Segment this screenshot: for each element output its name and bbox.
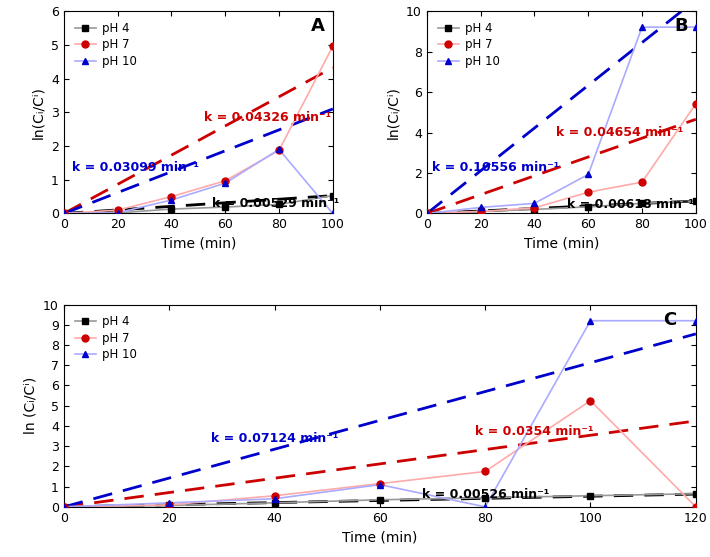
Text: k = 0.03099 min⁻¹: k = 0.03099 min⁻¹ <box>72 162 199 174</box>
Y-axis label: ln(Cᵢ/Cⁱ): ln(Cᵢ/Cⁱ) <box>31 86 45 139</box>
Text: k = 0.00618 min⁻¹: k = 0.00618 min⁻¹ <box>567 198 694 211</box>
X-axis label: Time (min): Time (min) <box>524 237 599 251</box>
Text: k = 0.04654 min⁻¹: k = 0.04654 min⁻¹ <box>556 125 683 139</box>
X-axis label: Time (min): Time (min) <box>160 237 236 251</box>
Text: A: A <box>311 17 324 35</box>
Text: k = 0.10556 min⁻¹: k = 0.10556 min⁻¹ <box>432 161 559 174</box>
Text: C: C <box>664 311 677 329</box>
Legend: pH 4, pH 7, pH 10: pH 4, pH 7, pH 10 <box>70 310 141 366</box>
Text: k = 0.00529 min⁻¹: k = 0.00529 min⁻¹ <box>212 197 339 211</box>
Y-axis label: ln (Cᵢ/Cⁱ): ln (Cᵢ/Cⁱ) <box>23 377 38 434</box>
Text: k = 0.07124 min⁻¹: k = 0.07124 min⁻¹ <box>212 432 339 445</box>
X-axis label: Time (min): Time (min) <box>342 530 417 544</box>
Text: k = 0.0354 min⁻¹: k = 0.0354 min⁻¹ <box>474 425 593 438</box>
Text: k = 0.04326 min⁻¹: k = 0.04326 min⁻¹ <box>204 111 331 124</box>
Y-axis label: ln(Cᵢ/Cⁱ): ln(Cᵢ/Cⁱ) <box>387 86 400 139</box>
Text: k = 0.00526 min⁻¹: k = 0.00526 min⁻¹ <box>422 488 550 501</box>
Legend: pH 4, pH 7, pH 10: pH 4, pH 7, pH 10 <box>433 17 504 72</box>
Legend: pH 4, pH 7, pH 10: pH 4, pH 7, pH 10 <box>70 17 141 72</box>
Text: B: B <box>674 17 688 35</box>
